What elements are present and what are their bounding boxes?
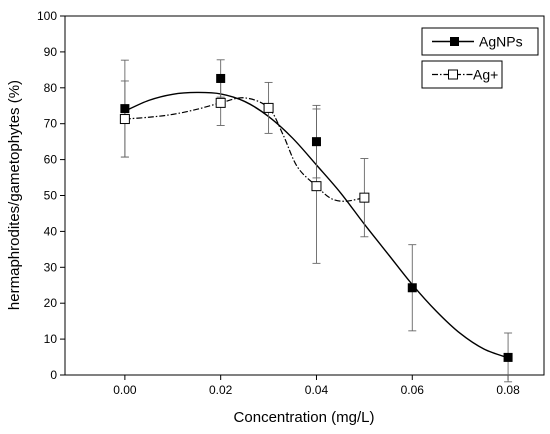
errorbars-layer [120,59,513,383]
legend-label-agnps: AgNPs [479,34,523,50]
x-tick-label-2: 0.04 [305,383,329,397]
points-layer [119,73,513,362]
y-tick-label-0: 0 [50,368,57,382]
x-tick-label-3: 0.06 [401,383,425,397]
legend-marker-ag-ion [448,69,458,80]
data-point-agnps-0 [120,104,130,114]
legend-label-ag-ion: Ag+ [473,67,498,83]
y-tick-label-10: 100 [37,9,57,23]
x-tick-label-1: 0.02 [209,383,233,397]
data-point-agnps-3 [407,283,417,293]
legend: AgNPs Ag+ [421,27,539,89]
data-point-ag-ion-4 [359,192,370,203]
y-tick-label-1: 10 [44,332,58,346]
data-point-ag-ion-2 [263,102,274,113]
data-point-agnps-4 [503,352,513,362]
data-point-ag-ion-3 [311,181,322,192]
x-tick-label-0: 0.00 [113,383,137,397]
data-point-agnps-1 [216,73,226,83]
y-tick-label-5: 50 [44,189,58,203]
data-point-agnps-2 [311,137,321,147]
data-point-ag-ion-1 [215,97,226,108]
y-tick-label-7: 70 [44,117,58,131]
y-tick-label-2: 20 [44,296,58,310]
y-tick-label-9: 90 [44,45,58,59]
fit-curve-ag-ion [124,97,365,202]
y-tick-label-6: 60 [44,153,58,167]
y-tick-label-8: 80 [44,81,58,95]
y-tick-label-3: 30 [44,260,58,274]
data-point-ag-ion-0 [119,114,130,125]
y-axis-title: hermaphrodites/gametophytes (%) [6,80,23,310]
x-axis-title: Concentration (mg/L) [234,409,375,426]
axes-layer: 0.00 0.02 0.04 0.06 0.08 0 10 20 30 40 50 60 70 80 90 1… [37,9,520,397]
y-tick-label-4: 40 [44,224,58,238]
legend-marker-agnps [450,37,459,46]
x-tick-label-4: 0.08 [496,383,520,397]
